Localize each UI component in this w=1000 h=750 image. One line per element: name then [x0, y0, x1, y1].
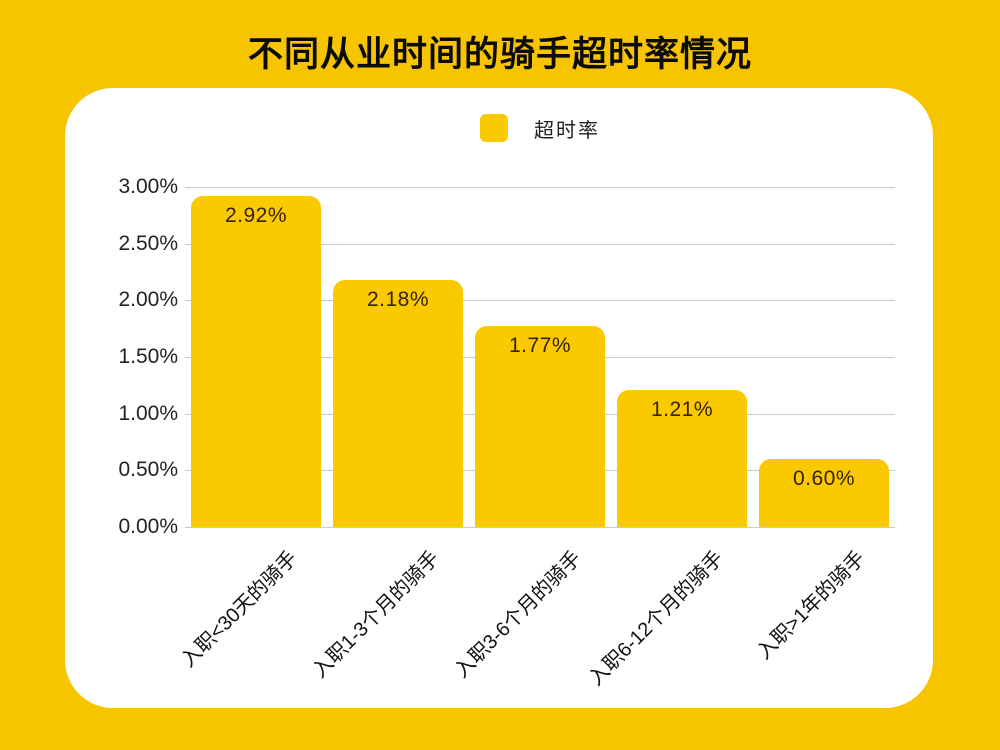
y-axis-tick-label: 1.50%: [118, 345, 178, 368]
bar-value-label: 2.92%: [224, 204, 288, 228]
bar-3: 1.21%: [617, 389, 747, 527]
x-axis-tick-label: 入职3-6个月的骑手: [450, 547, 586, 683]
y-axis-tick-label: 2.00%: [118, 288, 178, 312]
bar-0: 2.92%: [191, 196, 321, 527]
y-axis-tick-label: 2.50%: [118, 231, 178, 255]
y-axis-tick-label: 0.00%: [118, 515, 178, 538]
legend-label: 超时率: [534, 119, 600, 142]
bar-value-label: 0.60%: [792, 467, 856, 490]
y-axis-tick-label: 1.00%: [118, 401, 178, 425]
gridline: [185, 243, 895, 245]
chart-title: 不同从业时间的骑手超时率情况: [247, 35, 752, 74]
y-axis-tick-label: 3.00%: [118, 175, 178, 198]
bar-value-label: 2.18%: [366, 287, 430, 311]
bar-value-label: 1.21%: [650, 397, 714, 421]
legend: 超时率: [185, 113, 895, 143]
chart-card: 超时率 0.00% 0.50% 1.00% 1.50% 2.00% 2.50% 3.00% 2…: [65, 88, 933, 708]
gridline: [185, 300, 895, 302]
x-axis-tick-label: 入职>1年的骑手: [753, 547, 870, 664]
x-axis-tick-label: 入职1-3个月的骑手: [308, 547, 444, 683]
gridline: [185, 187, 895, 188]
bar-4: 0.60%: [759, 459, 889, 527]
bar-value-label: 1.77%: [508, 334, 572, 358]
bar-2: 1.77%: [475, 326, 605, 527]
gridline: [185, 527, 895, 528]
y-axis-tick-label: 0.50%: [118, 458, 178, 482]
x-axis-tick-label: 入职<30天的骑手: [177, 547, 302, 672]
legend-swatch-icon: [480, 114, 508, 142]
plot-area: 0.00% 0.50% 1.00% 1.50% 2.00% 2.50% 3.00% 2.92%…: [65, 88, 933, 708]
bar-1: 2.18%: [333, 279, 463, 527]
x-axis-tick-label: 入职6-12个月的骑手: [584, 547, 728, 691]
